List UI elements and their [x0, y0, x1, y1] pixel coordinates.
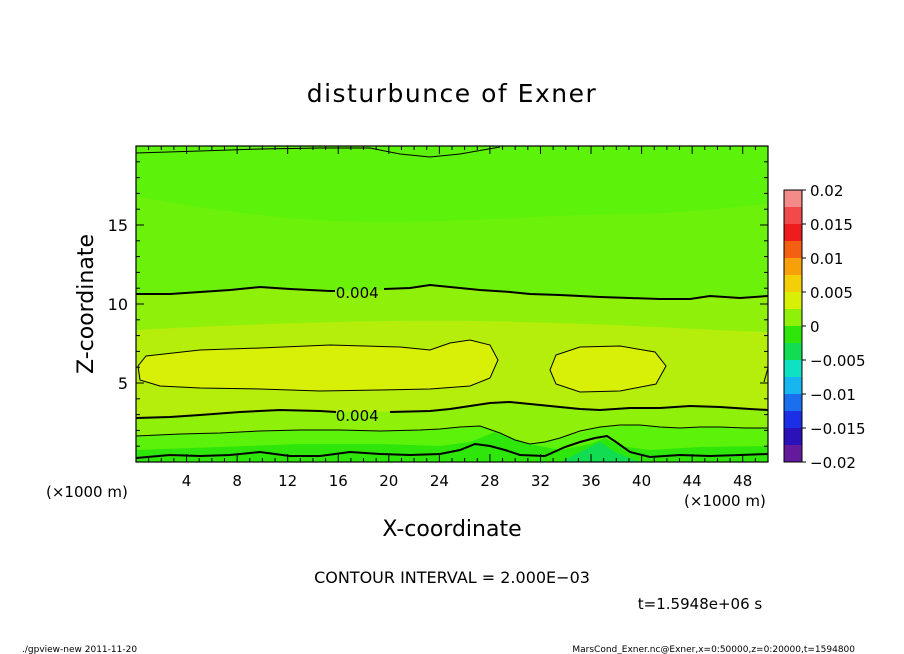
contour-upper-thin	[763, 367, 768, 383]
contour-interval-text: CONTOUR INTERVAL = 2.000E−03	[314, 568, 590, 587]
x-tick-label: 40	[632, 472, 651, 490]
colorbar-segment	[784, 309, 802, 326]
colorbar-segment	[784, 428, 802, 445]
x-axis-ticks: 4 8 12 16 20 24 28 32 36 40 44 48	[148, 146, 756, 490]
colorbar-tick-label: 0.01	[810, 250, 843, 268]
contour-lower-thick-2	[136, 434, 768, 459]
time-text: t=1.5948e+06 s	[638, 595, 763, 613]
colorbar-ticks: 0.02 0.015 0.01 0.005 0 −0.005 −0.01 −0.015 −0.0…	[802, 182, 866, 472]
colorbar-segment	[784, 343, 802, 360]
colorbar-segment	[784, 394, 802, 411]
colorbar-segment	[784, 411, 802, 428]
contour-top	[136, 146, 501, 158]
field-high-left	[137, 339, 499, 392]
plot-area	[136, 146, 768, 462]
colorbar-segment	[784, 360, 802, 377]
x-unit-left: (×1000 m)	[46, 483, 128, 501]
colorbar	[783, 189, 803, 463]
colorbar-segment	[784, 326, 802, 343]
contour-0.004-lower	[136, 400, 768, 419]
x-tick-label: 28	[480, 472, 499, 490]
contour-label: 0.004	[336, 284, 379, 302]
x-axis-label: X-coordinate	[382, 517, 521, 542]
colorbar-tick-label: −0.01	[810, 386, 856, 404]
y-axis-label: Z-coordinate	[74, 234, 99, 374]
colorbar-tick-label: 0	[810, 318, 820, 336]
colorbar-tick-label: 0.005	[810, 284, 853, 302]
colorbar-segment	[784, 190, 802, 207]
x-tick-label: 24	[430, 472, 449, 490]
colorbar-segment	[784, 275, 802, 292]
y-tick-label: 5	[118, 374, 128, 393]
contour-0.004-upper	[136, 283, 768, 300]
field-high-right	[549, 345, 667, 393]
chart-title: disturbunce of Exner	[307, 79, 598, 108]
y-axis-ticks: 5 10 15	[108, 161, 768, 447]
x-tick-label: 36	[581, 472, 600, 490]
contour-label: 0.004	[336, 407, 379, 425]
x-tick-label: 8	[232, 472, 242, 490]
x-tick-label: 4	[182, 472, 192, 490]
colorbar-tick-label: 0.02	[810, 182, 843, 200]
x-unit-right: (×1000 m)	[684, 492, 766, 510]
colorbar-tick-label: −0.015	[810, 420, 866, 438]
colorbar-segment	[784, 377, 802, 394]
colorbar-tick-label: −0.005	[810, 352, 866, 370]
colorbar-segment	[784, 224, 802, 241]
x-tick-label: 32	[531, 472, 550, 490]
x-tick-label: 12	[278, 472, 297, 490]
y-tick-label: 10	[108, 295, 128, 314]
footer-right: MarsCond_Exner.nc@Exner,x=0:50000,z=0:20…	[572, 645, 855, 654]
field-band-lower-4	[560, 442, 640, 462]
colorbar-segment	[784, 241, 802, 258]
contour-lower-thin-1	[136, 424, 768, 445]
y-tick-label: 15	[108, 216, 128, 235]
colorbar-segment	[784, 292, 802, 309]
x-tick-label: 44	[683, 472, 702, 490]
colorbar-segment	[784, 258, 802, 275]
colorbar-segment	[784, 207, 802, 224]
footer-left: ./gpview-new 2011-11-20	[22, 645, 137, 654]
colorbar-tick-label: −0.02	[810, 454, 856, 472]
colorbar-segment	[784, 445, 802, 462]
x-tick-label: 16	[329, 472, 348, 490]
x-tick-label: 20	[379, 472, 398, 490]
colorbar-tick-label: 0.015	[810, 216, 853, 234]
x-tick-label: 48	[733, 472, 752, 490]
